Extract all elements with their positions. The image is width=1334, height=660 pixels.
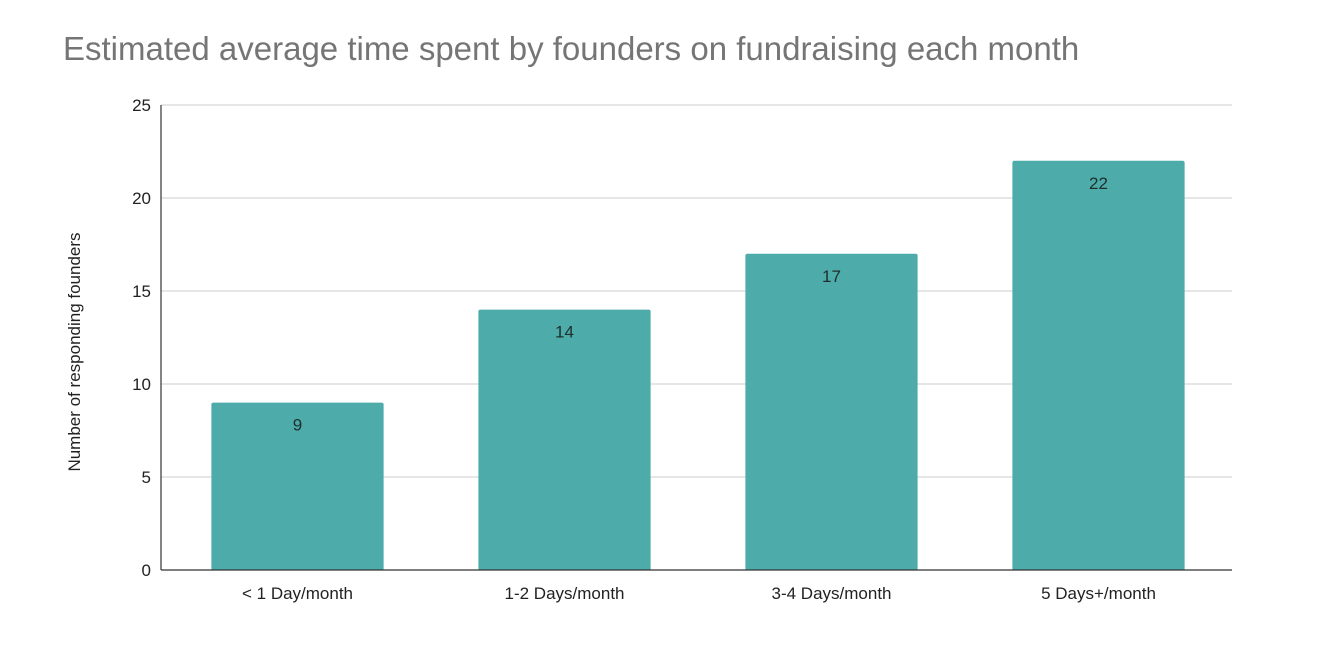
x-tick-label: 1-2 Days/month xyxy=(505,584,625,603)
data-label: 14 xyxy=(555,323,574,342)
y-tick-label: 20 xyxy=(132,189,151,208)
data-label: 17 xyxy=(822,267,841,286)
data-label: 22 xyxy=(1089,174,1108,193)
bars xyxy=(211,160,1185,571)
x-tick-label: < 1 Day/month xyxy=(242,584,353,603)
data-labels: 9 14 17 22 xyxy=(293,174,1108,435)
y-tick-label: 15 xyxy=(132,282,151,301)
axes: 0 5 10 15 20 25 < 1 Day/month 1-2 Days/month 3-4… xyxy=(132,96,1232,603)
x-tick-label: 3-4 Days/month xyxy=(772,584,892,603)
chart-title: Estimated average time spent by founders… xyxy=(63,30,1080,67)
bar xyxy=(745,253,918,571)
y-tick-label: 25 xyxy=(132,96,151,115)
y-tick-label: 5 xyxy=(142,468,151,487)
x-tick-label: 5 Days+/month xyxy=(1041,584,1156,603)
bar xyxy=(478,309,651,570)
bar xyxy=(211,402,384,570)
data-label: 9 xyxy=(293,416,302,435)
bar xyxy=(1012,160,1185,571)
y-tick-label: 0 xyxy=(142,561,151,580)
y-axis-title: Number of responding founders xyxy=(65,232,84,471)
y-tick-label: 10 xyxy=(132,375,151,394)
